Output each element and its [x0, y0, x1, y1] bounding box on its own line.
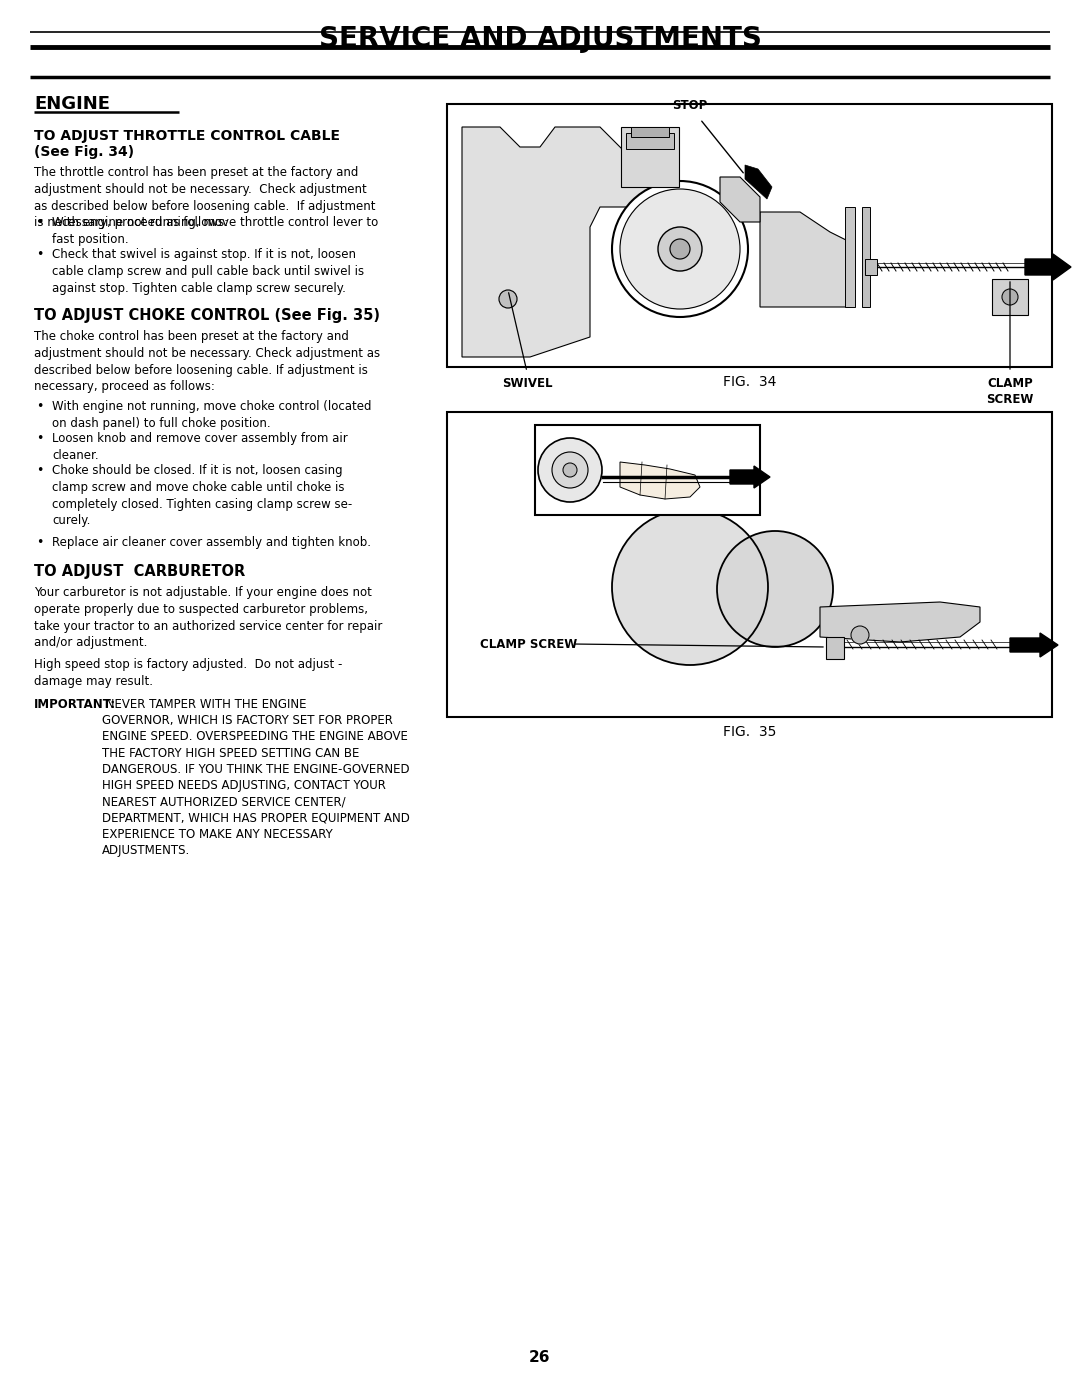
- Circle shape: [1002, 289, 1018, 305]
- FancyArrow shape: [730, 467, 770, 488]
- Bar: [845, 207, 855, 307]
- Text: With engine not running, move throttle control lever to
fast position.: With engine not running, move throttle c…: [52, 217, 378, 246]
- Text: •: •: [36, 217, 43, 229]
- Text: SWIVEL: SWIVEL: [502, 377, 552, 390]
- Circle shape: [552, 453, 588, 488]
- Text: NEVER TAMPER WITH THE ENGINE
GOVERNOR, WHICH IS FACTORY SET FOR PROPER
ENGINE SP: NEVER TAMPER WITH THE ENGINE GOVERNOR, W…: [102, 698, 410, 856]
- Bar: [447, 103, 1052, 367]
- Text: The throttle control has been preset at the factory and
adjustment should not be: The throttle control has been preset at …: [33, 166, 376, 229]
- Circle shape: [563, 462, 577, 476]
- Bar: [626, 133, 674, 149]
- Text: IMPORTANT:: IMPORTANT:: [33, 698, 117, 711]
- Text: •: •: [36, 432, 43, 446]
- Circle shape: [851, 626, 869, 644]
- Polygon shape: [820, 602, 980, 643]
- Circle shape: [670, 239, 690, 258]
- Text: •: •: [36, 249, 43, 261]
- Text: •: •: [36, 400, 43, 414]
- Bar: [862, 207, 870, 307]
- Bar: [865, 258, 877, 275]
- Polygon shape: [462, 127, 650, 358]
- Text: Choke should be closed. If it is not, loosen casing
clamp screw and move choke c: Choke should be closed. If it is not, lo…: [52, 464, 352, 528]
- Text: CLAMP
SCREW: CLAMP SCREW: [986, 377, 1034, 407]
- Text: TO ADJUST CHOKE CONTROL (See Fig. 35): TO ADJUST CHOKE CONTROL (See Fig. 35): [33, 307, 380, 323]
- FancyArrow shape: [1010, 633, 1058, 657]
- Text: With engine not running, move choke control (located
on dash panel) to full chok: With engine not running, move choke cont…: [52, 400, 372, 430]
- Text: TO ADJUST THROTTLE CONTROL CABLE: TO ADJUST THROTTLE CONTROL CABLE: [33, 129, 340, 142]
- Bar: [631, 127, 669, 137]
- Polygon shape: [745, 165, 772, 198]
- Text: SERVICE AND ADJUSTMENTS: SERVICE AND ADJUSTMENTS: [319, 25, 761, 53]
- Circle shape: [658, 226, 702, 271]
- Circle shape: [612, 182, 748, 317]
- Circle shape: [538, 439, 602, 502]
- Circle shape: [717, 531, 833, 647]
- Text: FIG.  34: FIG. 34: [723, 374, 777, 388]
- Text: The choke control has been preset at the factory and
adjustment should not be ne: The choke control has been preset at the…: [33, 330, 380, 394]
- Text: ENGINE: ENGINE: [33, 95, 110, 113]
- Text: (See Fig. 34): (See Fig. 34): [33, 145, 134, 159]
- Polygon shape: [620, 462, 700, 499]
- Text: Check that swivel is against stop. If it is not, loosen
cable clamp screw and pu: Check that swivel is against stop. If it…: [52, 249, 364, 295]
- Circle shape: [620, 189, 740, 309]
- Text: 26: 26: [529, 1350, 551, 1365]
- Text: CLAMP SCREW: CLAMP SCREW: [480, 637, 577, 651]
- Text: TO ADJUST  CARBURETOR: TO ADJUST CARBURETOR: [33, 564, 245, 578]
- Bar: [826, 637, 843, 659]
- Text: •: •: [36, 536, 43, 549]
- Text: High speed stop is factory adjusted.  Do not adjust -
damage may result.: High speed stop is factory adjusted. Do …: [33, 658, 342, 687]
- Circle shape: [612, 509, 768, 665]
- Text: Replace air cleaner cover assembly and tighten knob.: Replace air cleaner cover assembly and t…: [52, 536, 372, 549]
- Bar: [447, 412, 1052, 717]
- Text: •: •: [36, 464, 43, 476]
- FancyArrow shape: [1025, 254, 1071, 279]
- Text: STOP: STOP: [673, 99, 707, 112]
- Text: FIG.  35: FIG. 35: [723, 725, 777, 739]
- Polygon shape: [760, 212, 850, 307]
- Text: Your carburetor is not adjustable. If your engine does not
operate properly due : Your carburetor is not adjustable. If yo…: [33, 585, 382, 650]
- Bar: [621, 127, 679, 187]
- Circle shape: [499, 291, 517, 307]
- Bar: [993, 279, 1028, 314]
- Bar: [535, 425, 760, 515]
- Text: Loosen knob and remove cover assembly from air
cleaner.: Loosen knob and remove cover assembly fr…: [52, 432, 348, 462]
- Polygon shape: [720, 177, 760, 222]
